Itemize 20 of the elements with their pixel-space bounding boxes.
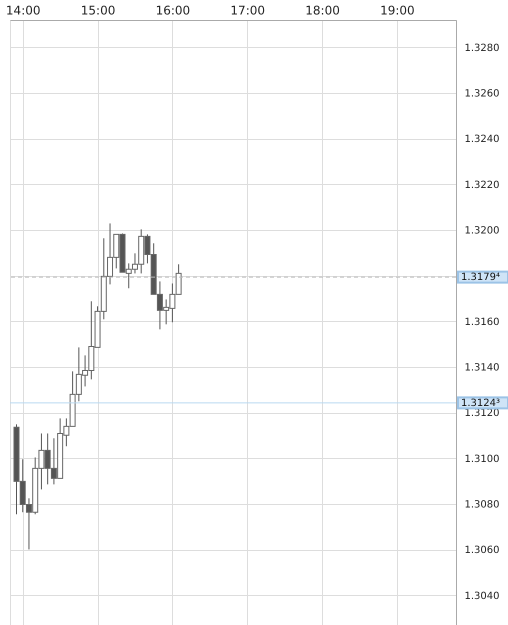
y-tick-label: 1.3140 (464, 362, 500, 374)
y-tick-label: 1.3220 (464, 180, 500, 191)
x-tick-label: 15:00 (80, 4, 116, 18)
y-tick-label: 1.3260 (464, 88, 500, 100)
x-tick-label: 14:00 (6, 4, 41, 18)
y-tick-label: 1.3040 (464, 590, 500, 602)
y-tick-label: 1.3160 (464, 316, 500, 328)
x-tick-label: 17:00 (230, 4, 266, 18)
y-tick-label: 1.3240 (464, 134, 500, 146)
y-tick-label: 1.3080 (464, 500, 500, 510)
y-tick-label: 1.3120 (464, 408, 500, 420)
x-tick-label: 19:00 (380, 4, 415, 18)
y-tick-label: 1.3060 (464, 545, 500, 556)
ref-line-label: 1.3124³ (461, 398, 500, 409)
y-tick-label: 1.3200 (464, 226, 500, 237)
ref-line-label: 1.3179⁴ (461, 272, 500, 284)
x-tick-label: 16:00 (156, 4, 190, 18)
x-tick-label: 18:00 (305, 4, 340, 18)
y-tick-label: 1.3100 (464, 454, 500, 465)
y-tick-label: 1.3280 (464, 42, 500, 54)
